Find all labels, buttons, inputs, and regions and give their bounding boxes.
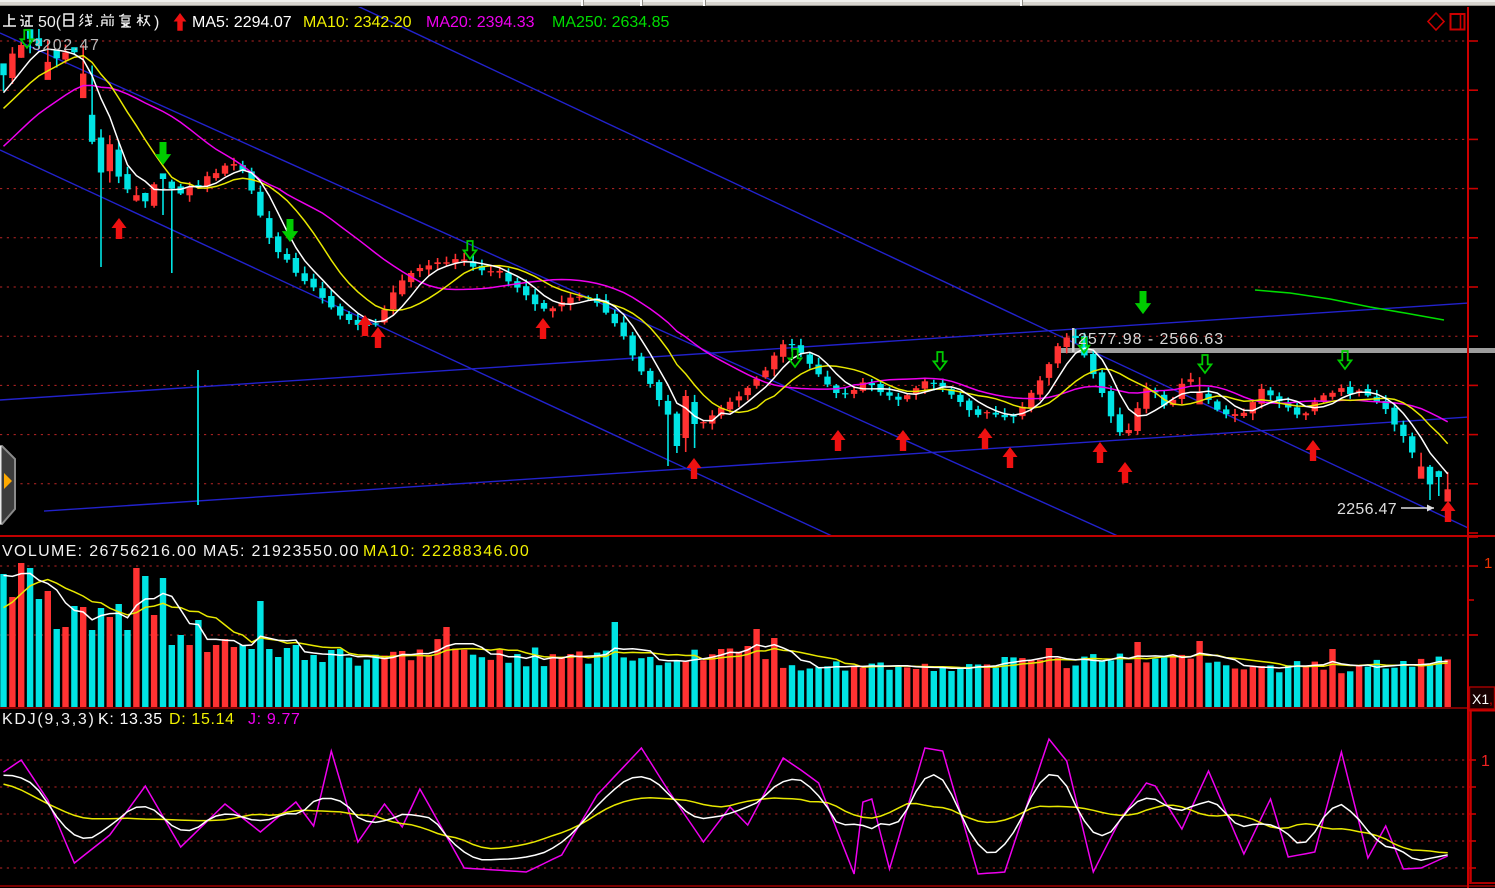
svg-text:MA10: 2342.20: MA10: 2342.20	[303, 14, 412, 31]
svg-text:MA5: 2294.07: MA5: 2294.07	[192, 14, 292, 31]
svg-text:MA5: 21923550.00: MA5: 21923550.00	[203, 543, 360, 560]
svg-text:,: ,	[1489, 691, 1493, 707]
svg-text:X1: X1	[1472, 691, 1489, 707]
svg-text:2256.47: 2256.47	[1337, 501, 1397, 518]
svg-text:VOLUME: 26756216.00: VOLUME: 26756216.00	[2, 543, 198, 560]
svg-text:D: 15.14: D: 15.14	[169, 711, 235, 728]
svg-text:50(: 50(	[38, 14, 62, 31]
svg-text:MA20: 2394.33: MA20: 2394.33	[426, 14, 535, 31]
svg-text:3202.47: 3202.47	[32, 37, 100, 54]
svg-text:): )	[154, 14, 159, 31]
svg-text:2577.98 - 2566.63: 2577.98 - 2566.63	[1078, 331, 1224, 348]
svg-text:KDJ(9,3,3): KDJ(9,3,3)	[2, 711, 95, 728]
svg-text:1: 1	[1484, 555, 1492, 572]
svg-text:MA10: 22288346.00: MA10: 22288346.00	[363, 543, 530, 560]
svg-text:MA250: 2634.85: MA250: 2634.85	[552, 14, 670, 31]
svg-text:J: 9.77: J: 9.77	[248, 711, 301, 728]
svg-text:1: 1	[1481, 753, 1490, 770]
svg-text:.: .	[95, 14, 99, 31]
svg-text:K: 13.35: K: 13.35	[98, 711, 163, 728]
